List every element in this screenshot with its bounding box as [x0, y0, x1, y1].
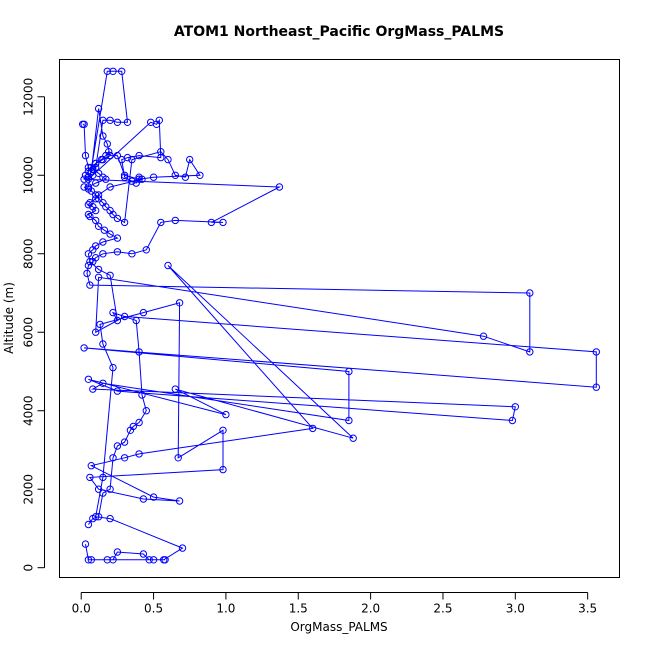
x-tick-label: 3.5: [578, 602, 597, 616]
y-tick-label: 4000: [22, 395, 36, 426]
y-tick-label: 12000: [22, 78, 36, 116]
x-tick-label: 2.0: [361, 602, 380, 616]
x-tick-label: 0.0: [72, 602, 91, 616]
x-tick-label: 1.5: [289, 602, 308, 616]
x-tick-label: 0.5: [144, 602, 163, 616]
y-axis-label: Altitude (m): [2, 282, 16, 354]
y-axis: 0 2000 4000 6000 8000 10000 12000: [22, 78, 45, 572]
series-line: [84, 152, 596, 560]
y-tick-label: 2000: [22, 474, 36, 505]
x-tick-label: 3.0: [506, 602, 525, 616]
y-tick-label: 8000: [22, 238, 36, 269]
x-tick-label: 1.0: [216, 602, 235, 616]
chart-title: ATOM1 Northeast_Pacific OrgMass_PALMS: [174, 24, 504, 40]
x-axis: 0.0 0.5 1.0 1.5 2.0 2.5 3.0 3.5: [72, 593, 598, 616]
x-tick-label: 2.5: [433, 602, 452, 616]
y-tick-label: 10000: [22, 156, 36, 194]
x-axis-label: OrgMass_PALMS: [290, 620, 387, 634]
y-tick-label: 6000: [22, 317, 36, 348]
y-tick-label: 0: [22, 564, 36, 572]
plot-frame: [60, 60, 620, 578]
series-layer: [80, 68, 600, 563]
